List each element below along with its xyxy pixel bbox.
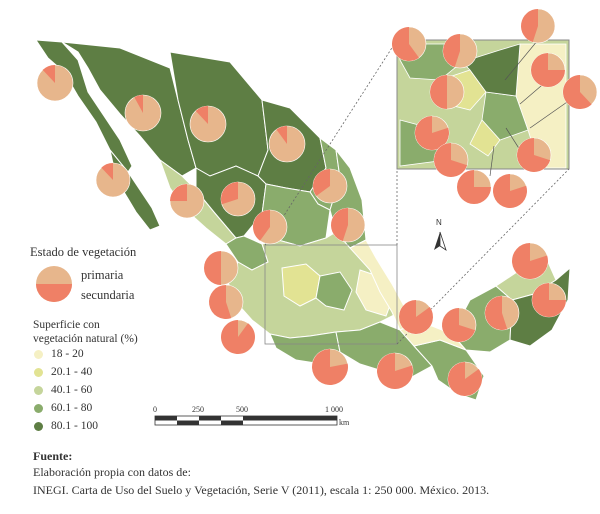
pie-secondary [377, 353, 414, 389]
pie-secondary [42, 65, 55, 83]
vegetation-pie [203, 250, 239, 286]
scale-tick-250: 250 [192, 405, 204, 414]
vegetation-pies [36, 8, 598, 397]
vegetation-pie [268, 125, 306, 163]
vegetation-pie [530, 52, 566, 88]
pie-secondary [331, 208, 348, 242]
pie-secondary [170, 184, 187, 201]
legend-title: Estado de vegetación [30, 245, 137, 259]
source-heading: Fuente: [33, 449, 73, 463]
vegetation-pie [398, 299, 434, 335]
pie-leader-lines [489, 39, 571, 177]
legend-pie-symbol [36, 266, 72, 302]
vegetation-pie [441, 307, 477, 343]
pie-secondary [312, 349, 349, 386]
vegetation-pie [311, 348, 349, 386]
vegetation-pie [36, 64, 74, 102]
vegetation-pie [252, 209, 288, 245]
pie-secondary [442, 308, 476, 342]
vegetation-pie [531, 282, 567, 318]
legend-class-2: 20.1 - 40 [34, 366, 92, 378]
swatch-icon [34, 349, 43, 359]
pie-secondary [521, 9, 538, 43]
legend-pie-secondary [36, 284, 72, 302]
pie-secondary [493, 174, 528, 208]
vegetation-pie [520, 8, 556, 44]
vegetation-pie [220, 181, 256, 217]
pie-secondary [221, 182, 238, 205]
pie-secondary [276, 126, 287, 144]
pie-secondary [485, 296, 508, 330]
vegetation-pie [562, 74, 598, 110]
vegetation-pie [124, 94, 162, 132]
pie-secondary [221, 320, 256, 354]
legend-class-1: 18 - 20 [34, 348, 84, 360]
legend-secondary-label: secundaria [81, 288, 135, 302]
pie-secondary [517, 138, 551, 172]
vegetation-pie [95, 162, 131, 198]
vegetation-pie [391, 26, 427, 62]
swatch-icon [34, 367, 43, 377]
pie-secondary [134, 95, 143, 113]
pie-secondary [457, 170, 491, 204]
legend-primary-label: primaria [81, 268, 124, 282]
legend-class-3: 40.1 - 60 [34, 384, 92, 396]
pie-secondary [399, 300, 433, 334]
swatch-icon [34, 385, 43, 395]
vegetation-pie [220, 319, 256, 355]
pie-secondary [512, 243, 548, 279]
vegetation-pie [516, 137, 552, 173]
vegetation-pie [429, 74, 465, 110]
legend-class-5: 80.1 - 100 [34, 420, 98, 432]
scale-tick-0: 0 [153, 405, 157, 414]
vegetation-pie [484, 295, 520, 331]
region-central-green [315, 271, 353, 311]
legend-pct-title: Superficie con vegetación natural (%) [33, 319, 138, 345]
pie-secondary [312, 169, 330, 196]
source-line-1: Elaboración propia con datos de: [33, 465, 191, 479]
pie-secondary [101, 163, 113, 180]
vegetation-pie [456, 169, 492, 205]
vegetation-pie [312, 168, 348, 204]
vegetation-pie [447, 361, 483, 397]
pie-secondary [442, 34, 460, 68]
pie-secondary [563, 75, 592, 110]
vegetation-pie [169, 183, 205, 219]
pie-secondary [448, 362, 482, 396]
north-arrow-icon [434, 231, 447, 251]
vegetation-pie [433, 142, 469, 178]
pie-secondary [434, 143, 468, 177]
source-line-2: INEGI. Carta de Uso del Suelo y Vegetaci… [33, 483, 490, 497]
vegetation-pie [492, 173, 528, 209]
pie-secondary [209, 285, 232, 319]
pie-secondary [531, 53, 565, 87]
scale-unit: km [339, 418, 350, 427]
legend-class-4: 60.1 - 80 [34, 402, 92, 414]
pie-secondary [195, 106, 208, 124]
pie-secondary [204, 251, 221, 285]
pie-secondary [532, 283, 566, 317]
vegetation-pie [189, 105, 227, 143]
scale-tick-1000: 1 000 [325, 405, 343, 414]
vegetation-pie [442, 33, 478, 69]
swatch-icon [34, 421, 43, 431]
scale-bar [154, 415, 338, 426]
scale-tick-500: 500 [236, 405, 248, 414]
vegetation-pie [376, 352, 414, 390]
pie-secondary [430, 75, 447, 109]
swatch-icon [34, 403, 43, 413]
vegetation-pie [511, 242, 549, 280]
pie-secondary [415, 116, 449, 150]
pie-secondary [253, 210, 270, 241]
vegetation-pie [330, 207, 366, 243]
vegetation-pie [208, 284, 244, 320]
vegetation-pie [414, 115, 450, 151]
pie-secondary [391, 26, 419, 62]
north-label: N [436, 218, 442, 227]
